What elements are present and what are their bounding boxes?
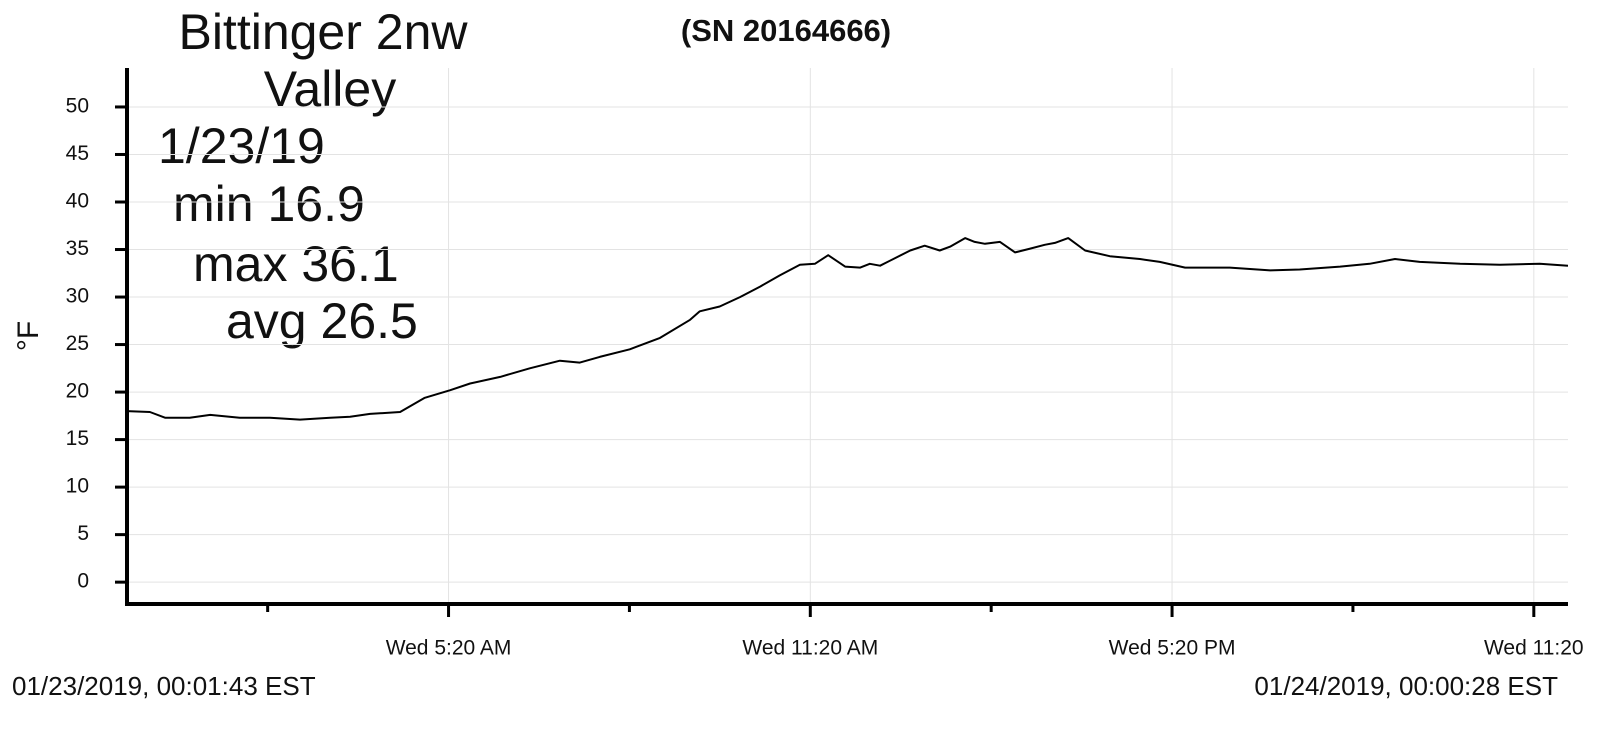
x-tick-label: Wed 5:20 AM	[386, 637, 512, 660]
annotation: avg 26.5	[226, 293, 418, 349]
plot-area	[127, 237, 1568, 421]
y-tick-label: 15	[66, 427, 89, 450]
y-tick-label: 0	[77, 570, 89, 593]
annotation: min 16.9	[173, 176, 365, 232]
y-tick-label: 20	[66, 380, 89, 403]
footer-end: 01/24/2019, 00:00:28 EST	[1254, 671, 1558, 701]
chart-title: Valley	[264, 61, 396, 117]
y-axis-label: °F	[12, 321, 45, 351]
data-line	[127, 237, 1568, 421]
footer-start: 01/23/2019, 00:01:43 EST	[12, 671, 316, 701]
y-tick-label: 30	[66, 285, 89, 308]
annotation: 1/23/19	[158, 118, 325, 174]
y-tick-label: 45	[66, 142, 89, 165]
y-tick-label: 25	[66, 332, 89, 355]
x-tick-label: Wed 5:20 PM	[1109, 637, 1236, 660]
x-tick-label: Wed 11:20 AM	[742, 637, 878, 660]
chart-title: Bittinger 2nw	[178, 4, 468, 60]
y-tick-label: 5	[77, 522, 89, 545]
chart-subtitle: (SN 20164666)	[681, 13, 891, 48]
x-tick-label: Wed 11:20	[1484, 637, 1584, 660]
y-tick-label: 40	[66, 190, 89, 213]
annotation: max 36.1	[193, 236, 399, 292]
y-tick-label: 10	[66, 475, 89, 498]
y-tick-label: 35	[66, 237, 89, 260]
y-tick-label: 50	[66, 95, 89, 118]
